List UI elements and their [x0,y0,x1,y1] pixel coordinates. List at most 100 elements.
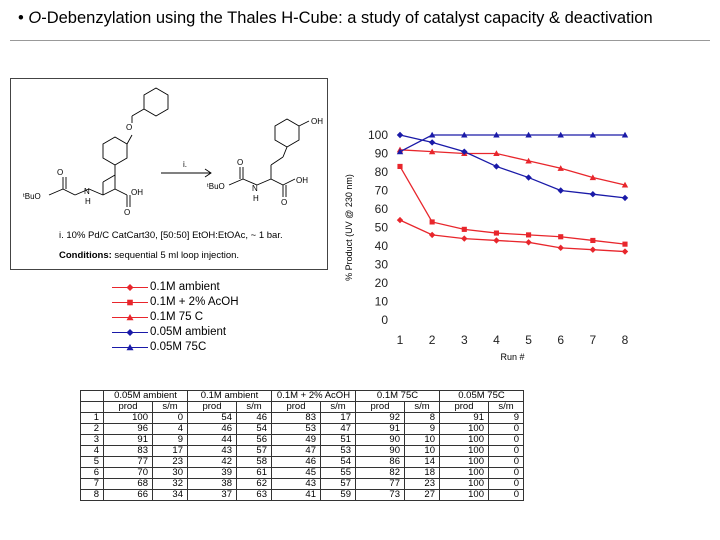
legend-item: 0.1M 75 C [110,310,239,325]
data-point [525,239,532,246]
data-point [621,194,629,202]
x-tick-label: 5 [525,333,532,347]
data-point [525,157,532,164]
data-point [557,131,564,138]
tbuo-label-right: ᵗBuO [207,182,225,191]
table-run-cell: 1 [80,412,104,424]
table-cell: 68 [103,478,153,490]
x-tick-label: 6 [557,333,564,347]
arrow-reagent-label: i. [183,160,187,169]
table-column-header: prod [187,401,237,413]
nh-n-label-left: N [84,187,90,196]
table-row: 7 68 32 38 62 43 57 77 23 100 0 [80,478,524,490]
table-cell: 4 [152,423,188,435]
legend-swatch [112,284,148,291]
x-axis-label: Run # [500,352,524,362]
series-line [399,134,626,199]
legend-swatch [112,329,148,336]
x-tick-label: 3 [461,333,468,347]
table-cell: 0 [488,467,524,479]
table-column-header: s/m [320,401,356,413]
table-group-header: 0.05M ambient [103,390,188,402]
table-cell: 100 [103,412,153,424]
table-cell: 53 [271,423,321,435]
table-cell: 91 [103,434,153,446]
table-cell: 66 [103,489,153,501]
table-cell: 100 [439,489,489,501]
slide-title: • O-Debenzylation using the Thales H-Cub… [18,9,653,28]
x-tick-label: 1 [397,333,404,347]
table-run-cell: 2 [80,423,104,435]
table-cell: 43 [187,445,237,457]
legend-label: 0.1M 75 C [150,311,204,323]
legend-marker [126,344,134,351]
table-cell: 61 [236,467,272,479]
table-cell: 18 [404,467,440,479]
table-row: 1 100 0 54 46 83 17 92 8 91 9 [80,412,524,424]
acid-o-label-left: O [124,208,130,217]
data-point [428,148,436,155]
legend-swatch [112,344,148,351]
table-cell: 90 [355,445,405,457]
table-column-header: s/m [404,401,440,413]
legend-marker [126,314,134,321]
table-group-header: 0.05M 75C [439,390,524,402]
table-cell: 82 [355,467,405,479]
data-point [428,139,436,146]
table-cell: 0 [488,445,524,457]
legend-item: 0.1M + 2% AcOH [110,295,239,310]
data-point [525,174,532,181]
table-row: 8 66 34 37 63 41 59 73 27 100 0 [80,489,524,501]
acid-oh-label-right: OH [296,176,308,185]
data-point [621,248,629,255]
table-cell: 86 [355,456,405,468]
benzyl-ring [143,87,169,117]
series-line [399,149,626,186]
legend-label: 0.05M 75C [150,341,207,353]
table-cell: 91 [355,423,405,435]
data-point [461,226,467,232]
data-point [557,187,564,194]
table-cell: 70 [103,467,153,479]
data-point [493,230,499,236]
table-cell: 92 [355,412,405,424]
table-cell: 83 [103,445,153,457]
data-point [396,148,404,155]
table-column-header: prod [439,401,489,413]
legend-marker [126,284,134,291]
table-cell: 46 [187,423,237,435]
data-point [493,163,500,170]
table-cell: 0 [488,478,524,490]
table-run-cell: 5 [80,456,104,468]
data-point [396,131,404,139]
data-point [461,131,468,138]
conditions-label: Conditions: [59,250,112,261]
table-row: 2 96 4 46 54 53 47 91 9 100 0 [80,423,524,435]
legend-label: 0.1M + 2% AcOH [150,296,239,308]
table-cell: 38 [187,478,237,490]
data-point [493,131,500,138]
table-cell: 0 [152,412,188,424]
table-column-header: prod [355,401,405,413]
data-point [428,131,436,138]
y-tick-label: 70 [375,184,389,198]
y-tick-label: 30 [375,258,389,272]
data-point [589,131,597,138]
title-italic-o: O [28,9,42,27]
table-cell: 47 [271,445,321,457]
table-cell: 91 [439,412,489,424]
table-run-cell: 4 [80,445,104,457]
table-cell: 17 [152,445,188,457]
table-cell: 23 [152,456,188,468]
table-cell: 45 [271,467,321,479]
y-tick-label: 0 [381,313,388,327]
table-cell: 47 [320,423,356,435]
nh-n-label-right: N [252,184,258,193]
table-corner-cell [80,401,104,413]
table-cell: 9 [404,423,440,435]
data-point [589,246,597,253]
table-subheader-row: prod s/m prod s/m prod s/m prod s/m prod s/m [80,401,524,413]
table-column-header: s/m [236,401,272,413]
table-corner-cell [80,390,104,402]
table-cell: 10 [404,445,440,457]
